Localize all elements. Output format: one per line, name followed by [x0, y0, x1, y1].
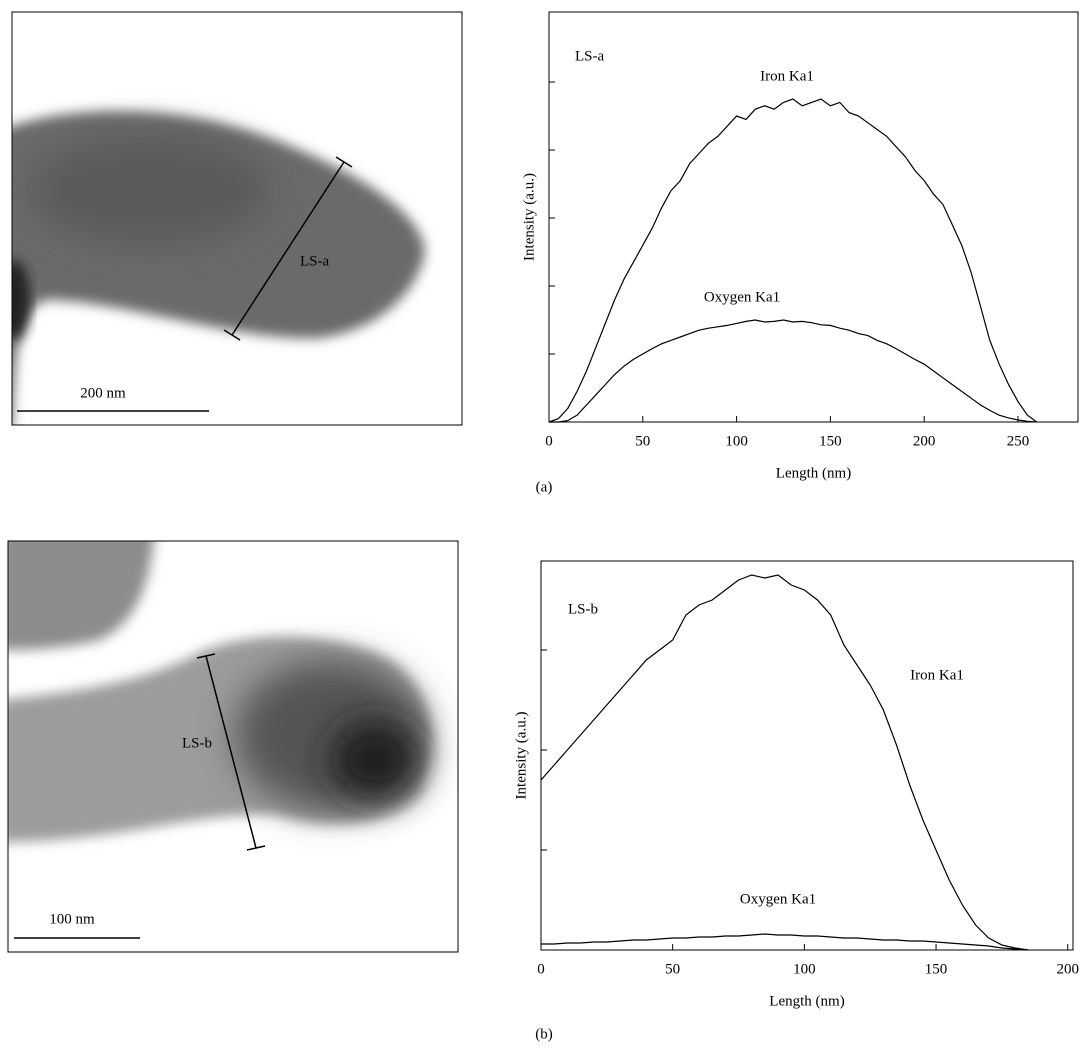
x-tick-label: 150 [925, 961, 948, 977]
annotation: LS-b [568, 601, 598, 617]
micrograph [12, 12, 462, 425]
x-tick-label: 200 [1056, 961, 1079, 977]
scale-bar-label: 200 nm [80, 385, 126, 401]
x-tick-label: 100 [793, 961, 816, 977]
x-tick-label: 200 [913, 433, 936, 449]
line-scan-label: LS-a [300, 253, 330, 269]
line-scan [223, 156, 353, 341]
caption: (b) [535, 1026, 553, 1042]
x-tick-label: 150 [819, 433, 842, 449]
y-axis-label: Intensity (a.u.) [521, 173, 537, 261]
data-line [549, 319, 1037, 423]
caption: (a) [536, 479, 553, 495]
x-tick-label: 0 [545, 433, 553, 449]
series-label: Oxygen Ka1 [704, 289, 780, 305]
x-tick-label: 100 [725, 433, 748, 449]
scale-bar-label: 100 nm [49, 911, 95, 927]
data-line [541, 933, 1029, 951]
line-scan [196, 653, 266, 851]
image-frame [11, 11, 463, 426]
y-axis-label: Intensity (a.u.) [513, 712, 529, 800]
x-tick-label: 50 [665, 961, 680, 977]
x-axis-label: Length (nm) [776, 465, 851, 481]
data-line [540, 574, 1029, 951]
annotation: LS-a [575, 48, 605, 64]
image-frame [7, 540, 459, 953]
plot-frame [540, 560, 1074, 951]
data-line [548, 98, 1038, 423]
x-tick-label: 50 [635, 433, 650, 449]
micrograph [8, 541, 458, 952]
x-tick-label: 0 [537, 961, 545, 977]
line-scan-label: LS-b [182, 735, 212, 751]
x-axis-label: Length (nm) [769, 993, 844, 1009]
series-label: Oxygen Ka1 [740, 891, 816, 907]
plot-frame [548, 11, 1079, 423]
series-label: Iron Ka1 [910, 667, 964, 683]
x-tick-label: 250 [1007, 433, 1030, 449]
series-label: Iron Ka1 [760, 68, 814, 84]
